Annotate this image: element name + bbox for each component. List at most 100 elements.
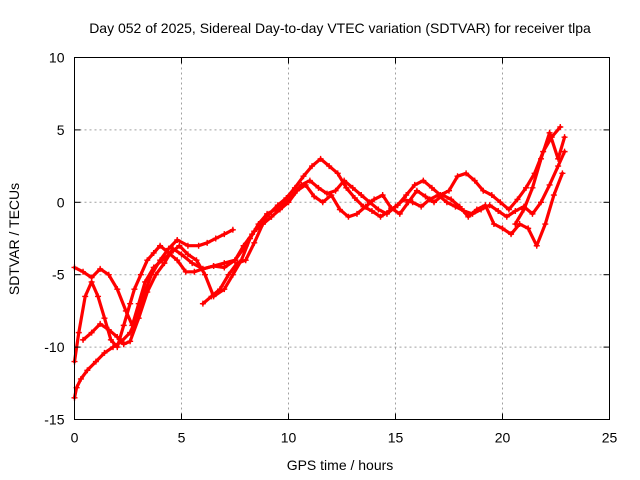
data-point: [520, 206, 527, 213]
data-point: [182, 268, 189, 275]
data-point: [555, 163, 562, 170]
data-point: [276, 206, 283, 213]
data-point: [428, 184, 435, 191]
data-point: [561, 148, 568, 155]
x-tick-label: 5: [178, 430, 186, 446]
data-point: [114, 344, 121, 351]
data-point: [161, 260, 168, 267]
data-point: [446, 187, 452, 194]
data-point: [336, 206, 343, 213]
plot-frame: [74, 57, 610, 420]
data-point: [294, 187, 301, 194]
x-axis-label: GPS time / hours: [287, 457, 394, 473]
data-point: [443, 199, 450, 206]
data-point: [351, 194, 358, 201]
series-track-d: [80, 124, 564, 348]
data-point: [512, 207, 519, 214]
tick-layer: 0 5 10 15 20 25 -15 -10 -5 0 5 10: [44, 50, 617, 446]
data-point: [178, 251, 185, 258]
y-tick-label: 0: [57, 194, 65, 210]
data-point: [234, 260, 241, 267]
data-point: [174, 257, 181, 264]
data-point: [300, 173, 307, 180]
data-point: [92, 358, 99, 365]
data-point: [135, 300, 142, 307]
series-track-e: [199, 170, 566, 307]
data-point: [420, 177, 427, 184]
data-point: [362, 203, 369, 210]
data-point: [152, 271, 159, 278]
data-point: [150, 264, 157, 271]
data-point: [488, 192, 495, 199]
data-point: [189, 260, 196, 267]
data-point: [204, 239, 211, 246]
data-point: [137, 271, 144, 278]
data-point: [514, 196, 521, 203]
data-point: [538, 155, 545, 162]
data-point: [210, 263, 217, 270]
series-track-a: [71, 226, 236, 401]
data-point: [127, 338, 134, 345]
data-point: [101, 349, 108, 356]
data-point: [105, 326, 112, 333]
data-point: [463, 170, 470, 177]
data-point: [191, 268, 198, 275]
data-point: [495, 207, 502, 214]
data-point: [131, 286, 138, 293]
data-point: [199, 265, 206, 272]
data-point: [561, 134, 568, 141]
data-point: [114, 333, 121, 340]
data-point: [538, 199, 545, 206]
data-point: [135, 315, 142, 322]
data-point: [105, 271, 112, 278]
data-point: [529, 210, 536, 217]
data-point: [315, 184, 322, 191]
data-point: [550, 192, 557, 199]
data-point: [454, 173, 461, 180]
data-point: [505, 206, 512, 213]
data-point: [542, 221, 549, 228]
data-point: [127, 300, 134, 307]
data-point: [418, 203, 425, 210]
data-point: [88, 274, 95, 281]
data-point: [212, 235, 219, 242]
data-point: [371, 196, 378, 203]
data-point: [225, 271, 232, 278]
series-layer: [71, 124, 568, 401]
data-point: [202, 271, 209, 278]
data-point: [555, 155, 562, 162]
data-point: [497, 199, 504, 206]
data-point: [482, 202, 489, 209]
data-point: [448, 196, 455, 203]
data-point: [114, 286, 121, 293]
data-point: [490, 221, 497, 228]
data-point: [75, 329, 82, 336]
data-point: [306, 177, 313, 184]
y-tick-label: -10: [44, 339, 64, 355]
data-point: [375, 206, 382, 213]
data-point: [523, 184, 530, 191]
data-point: [396, 210, 403, 217]
data-point: [388, 205, 395, 212]
data-point: [150, 249, 157, 256]
data-point: [403, 192, 410, 199]
data-point: [144, 257, 151, 264]
data-point: [499, 225, 506, 232]
data-point: [259, 221, 266, 228]
data-point: [221, 260, 228, 267]
series-track-b: [71, 213, 275, 365]
grid-layer: [74, 57, 610, 420]
data-point: [546, 129, 553, 136]
data-point: [285, 199, 292, 206]
x-tick-label: 0: [71, 430, 79, 446]
data-point: [411, 181, 418, 188]
x-tick-label: 10: [281, 430, 297, 446]
data-point: [349, 184, 356, 191]
data-point: [221, 231, 228, 238]
data-point: [334, 170, 341, 177]
data-point: [242, 257, 249, 264]
y-tick-label: -15: [44, 412, 64, 428]
y-tick-label: 10: [49, 50, 65, 66]
data-point: [120, 341, 127, 348]
data-point: [80, 336, 87, 343]
